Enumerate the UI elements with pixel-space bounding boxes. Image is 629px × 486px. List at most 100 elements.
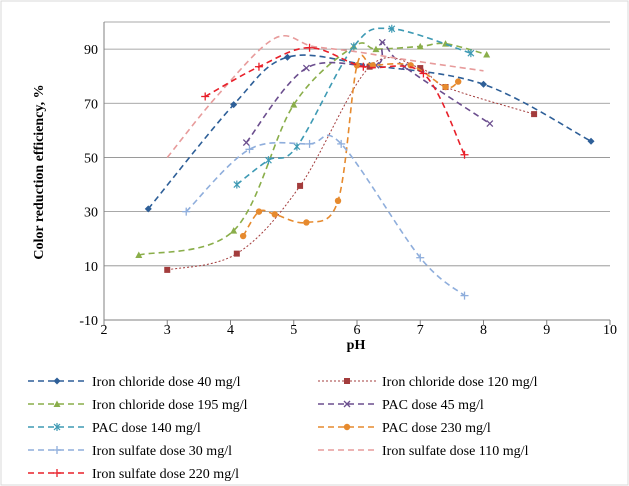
- data-point: [201, 92, 210, 101]
- legend-label: Iron chloride dose 120 mg/l: [382, 375, 538, 390]
- data-point: [303, 219, 310, 226]
- data-point: [460, 150, 469, 159]
- data-point-stroke: [378, 38, 386, 46]
- data-point: [245, 145, 254, 154]
- legend-marker: [53, 423, 61, 431]
- legend-item: Iron chloride dose 195 mg/l: [28, 398, 248, 413]
- y-tick-label: 70: [84, 97, 98, 112]
- y-tick-label: 10: [84, 260, 98, 275]
- legend-label: Iron chloride dose 195 mg/l: [92, 398, 248, 413]
- data-point: [164, 266, 171, 273]
- series-line: [245, 41, 491, 144]
- data-point: [283, 53, 291, 61]
- legend-marker: [53, 377, 61, 385]
- data-point: [230, 227, 238, 234]
- series-line: [147, 54, 592, 210]
- data-point: [254, 62, 263, 71]
- data-point-stroke: [302, 64, 310, 72]
- data-point: [293, 142, 301, 151]
- y-tick-label: 30: [84, 206, 98, 221]
- data-point-stroke: [242, 139, 250, 147]
- data-point: [271, 211, 278, 218]
- data-point: [417, 65, 424, 72]
- legend-label: Iron sulfate dose 220 mg/l: [92, 467, 239, 482]
- data-point: [359, 62, 368, 71]
- legend-item: PAC dose 45 mg/l: [318, 398, 484, 413]
- x-tick-label: 7: [417, 323, 424, 338]
- legend-marker: [344, 378, 350, 384]
- data-point: [144, 205, 152, 213]
- legend-label: Iron chloride dose 40 mg/l: [92, 375, 241, 390]
- series-9: [201, 43, 469, 159]
- data-point: [455, 78, 462, 85]
- data-point: [242, 139, 250, 147]
- data-point: [531, 111, 538, 118]
- series-5: [233, 24, 475, 189]
- y-axis-label: Color reduction efficiency, %: [32, 84, 47, 259]
- series-line: [166, 34, 484, 159]
- data-point: [460, 291, 469, 300]
- legend: Iron chloride dose 40 mg/l Iron chloride …: [28, 375, 538, 482]
- legend-item: Iron sulfate dose 30 mg/l: [28, 444, 232, 459]
- legend-marker: [53, 469, 61, 477]
- data-point: [587, 137, 595, 145]
- legend-marker: [53, 400, 61, 407]
- data-point: [230, 101, 238, 109]
- legend-marker: [343, 423, 351, 431]
- legend-label: PAC dose 45 mg/l: [382, 398, 484, 413]
- legend-label: Iron sulfate dose 30 mg/l: [92, 444, 232, 459]
- data-point: [297, 182, 304, 189]
- data-point: [416, 253, 425, 262]
- data-point: [239, 232, 247, 240]
- series-line: [236, 27, 472, 186]
- data-point: [337, 139, 346, 148]
- data-point-stroke: [486, 120, 494, 128]
- legend-item: PAC dose 140 mg/l: [28, 421, 201, 436]
- legend-item: Iron chloride dose 40 mg/l: [28, 375, 241, 390]
- data-point: [350, 42, 358, 51]
- data-point: [334, 197, 342, 204]
- data-point: [480, 80, 487, 88]
- data-point: [302, 64, 310, 72]
- data-point: [305, 43, 314, 52]
- data-point: [442, 83, 449, 91]
- data-point: [353, 62, 361, 69]
- x-tick-label: 8: [480, 323, 487, 338]
- data-point: [305, 139, 314, 148]
- data-point: [265, 156, 272, 165]
- data-point: [233, 250, 240, 257]
- data-point: [483, 51, 491, 58]
- legend-marker: [343, 400, 351, 408]
- axes: -10 10 30 50 70 90 2 3 4 5 6 7 8 9 10: [79, 22, 617, 338]
- data-point: [135, 251, 143, 258]
- y-tick-label: 50: [84, 151, 98, 166]
- legend-label: Iron sulfate dose 110 mg/l: [382, 444, 529, 459]
- x-tick-label: 2: [101, 323, 108, 338]
- x-tick-label: 10: [603, 323, 617, 338]
- legend-label: PAC dose 230 mg/l: [382, 421, 491, 436]
- legend-label: PAC dose 140 mg/l: [92, 421, 201, 436]
- y-tick-label: 90: [84, 43, 98, 58]
- x-tick-label: 5: [290, 323, 297, 338]
- x-axis-label: pH: [347, 338, 366, 353]
- series-7: [182, 134, 469, 300]
- data-point: [388, 24, 396, 33]
- data-point: [378, 38, 386, 46]
- y-tick-label: -10: [79, 314, 98, 329]
- data-point: [467, 49, 475, 58]
- series-line: [242, 54, 459, 237]
- series-1: [144, 53, 595, 213]
- legend-item: Iron sulfate dose 220 mg/l: [28, 467, 239, 482]
- legend-marker-stroke: [343, 400, 351, 408]
- x-tick-label: 3: [164, 323, 171, 338]
- legend-item: PAC dose 230 mg/l: [318, 421, 491, 436]
- data-point: [290, 101, 298, 108]
- data-point: [416, 42, 424, 50]
- series-8: [166, 34, 484, 159]
- data-point: [182, 207, 191, 216]
- data-point: [255, 208, 263, 215]
- legend-item: Iron sulfate dose 110 mg/l: [318, 444, 529, 459]
